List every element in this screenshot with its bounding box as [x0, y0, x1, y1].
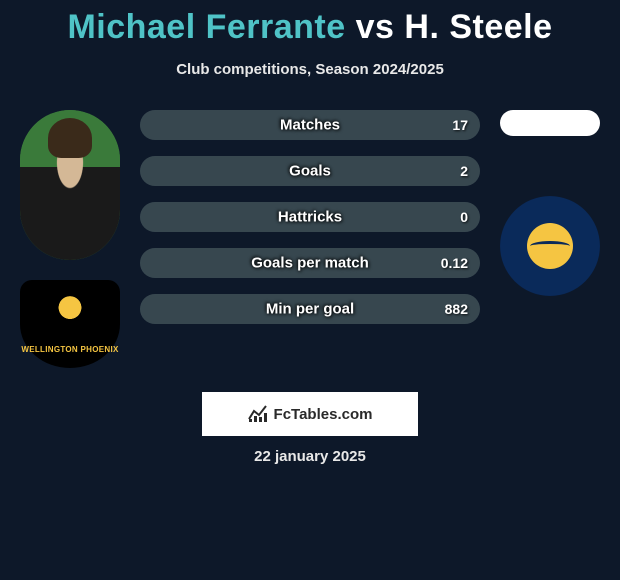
- player1-name: Michael Ferrante: [67, 8, 345, 46]
- stat-label: Matches: [280, 117, 340, 134]
- right-player-column: [490, 110, 610, 296]
- left-player-column: WELLINGTON PHOENIX: [10, 110, 130, 368]
- player1-avatar: [20, 110, 120, 260]
- player1-club-badge: WELLINGTON PHOENIX: [20, 280, 120, 368]
- stat-row: Hattricks 0: [140, 202, 480, 232]
- stat-label: Min per goal: [266, 301, 354, 318]
- subtitle: Club competitions, Season 2024/2025: [0, 61, 620, 78]
- player2-club-badge: [500, 196, 600, 296]
- stat-value-right: 17: [452, 117, 468, 133]
- player1-club-name: WELLINGTON PHOENIX: [21, 345, 118, 354]
- comparison-title: Michael Ferrante vs H. Steele: [0, 0, 620, 47]
- vs-text: vs: [356, 8, 395, 46]
- stat-row: Goals per match 0.12: [140, 248, 480, 278]
- stat-row: Matches 17: [140, 110, 480, 140]
- comparison-content: WELLINGTON PHOENIX Matches 17 Goals 2 Hattri…: [0, 110, 620, 410]
- stat-row: Min per goal 882: [140, 294, 480, 324]
- stat-value-right: 0: [460, 209, 468, 225]
- stat-value-right: 2: [460, 163, 468, 179]
- stat-row: Goals 2: [140, 156, 480, 186]
- player2-avatar-placeholder: [500, 110, 600, 136]
- stat-label: Hattricks: [278, 209, 342, 226]
- attribution-badge: FcTables.com: [202, 392, 418, 436]
- stat-bars: Matches 17 Goals 2 Hattricks 0 Goals per match…: [140, 110, 480, 340]
- stat-label: Goals per match: [251, 255, 369, 272]
- stat-value-right: 882: [445, 301, 468, 317]
- generation-date: 22 january 2025: [0, 448, 620, 465]
- stat-value-right: 0.12: [441, 255, 468, 271]
- chart-icon: [248, 405, 268, 423]
- player2-name: H. Steele: [404, 8, 552, 46]
- stat-label: Goals: [289, 163, 331, 180]
- attribution-text: FcTables.com: [274, 406, 373, 423]
